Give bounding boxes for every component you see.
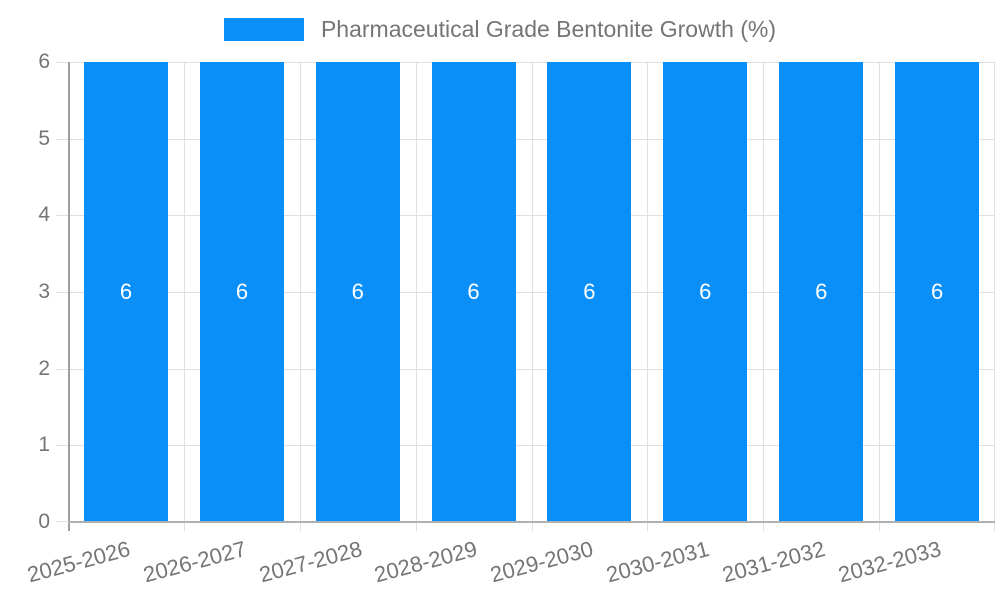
gridline-v: [299, 62, 301, 531]
x-tick-label: 2027-2028: [256, 536, 365, 588]
y-tick-label: 5: [38, 127, 50, 150]
bar-2028-2029[interactable]: 6: [431, 62, 516, 522]
gridline-v: [183, 62, 185, 531]
bar-2029-2030[interactable]: 6: [547, 62, 632, 522]
y-axis-line: [68, 62, 70, 531]
gridline-v: [415, 62, 417, 531]
bar-2031-2032[interactable]: 6: [779, 62, 864, 522]
bar-value-label: 6: [930, 279, 944, 304]
gridline-v: [647, 62, 649, 531]
y-tick-label: 6: [38, 50, 50, 73]
x-tick-label: 2029-2030: [487, 536, 596, 588]
legend-color-swatch[interactable]: [223, 18, 304, 41]
bar-value-label: 6: [583, 279, 596, 304]
gridline-v: [879, 62, 881, 531]
x-tick-label: 2026-2027: [140, 536, 249, 588]
gridline-v: [763, 62, 765, 531]
x-axis-line: [68, 521, 995, 523]
bar-2030-2031[interactable]: 6: [663, 62, 748, 522]
chart-legend: Pharmaceutical Grade Bentonite Growth (%…: [0, 16, 1000, 43]
bar-value-label: 6: [467, 279, 480, 304]
bar-2027-2028[interactable]: 6: [315, 62, 400, 522]
plot-area: 6 6 6 6 6 6 6 6: [56, 62, 995, 531]
gridline-h: [56, 445, 995, 447]
y-tick-label: 2: [38, 357, 50, 380]
gridline-h: [56, 292, 995, 293]
gridline-h: [56, 368, 995, 370]
gridline-v: [531, 62, 533, 531]
bar-2032-2033[interactable]: 6: [895, 62, 980, 522]
x-tick-label: 2032-2033: [835, 536, 944, 588]
x-tick-label: 2025-2026: [24, 536, 133, 588]
gridline-h: [56, 138, 995, 140]
bar-value-label: 6: [119, 279, 133, 304]
x-tick-label: 2031-2032: [719, 536, 828, 588]
gridline-h: [56, 215, 995, 217]
y-tick-label: 4: [38, 203, 50, 226]
y-tick-label: 3: [38, 280, 50, 303]
gridline-v: [994, 62, 995, 531]
y-tick-label: 0: [38, 510, 50, 533]
bar-2026-2027[interactable]: 6: [200, 62, 284, 522]
y-tick-label: 1: [38, 433, 50, 456]
bar-value-label: 6: [351, 279, 364, 304]
gridline-h: [56, 62, 995, 63]
bar-value-label: 6: [235, 279, 249, 304]
bar-2025-2026[interactable]: 6: [84, 62, 168, 522]
chart-title: Pharmaceutical Grade Bentonite Growth (%…: [320, 16, 777, 42]
bar-value-label: 6: [699, 279, 712, 304]
x-tick-label: 2030-2031: [603, 536, 712, 588]
bar-value-label: 6: [815, 279, 828, 304]
x-tick-label: 2028-2029: [371, 536, 480, 588]
